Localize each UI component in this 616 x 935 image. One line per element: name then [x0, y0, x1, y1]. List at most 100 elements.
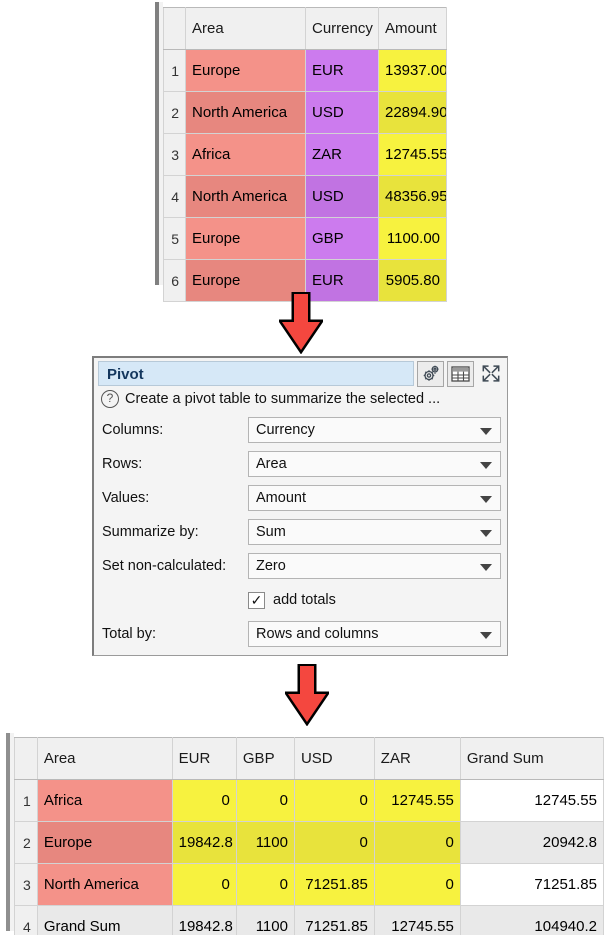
dialog-fields: Columns: Currency Rows: Area Values: Amo… [94, 412, 507, 651]
cell-area[interactable]: North America [185, 175, 306, 218]
column-header-zar[interactable]: ZAR [373, 737, 461, 780]
down-arrow-icon [279, 292, 323, 354]
column-header-gbp[interactable]: GBP [235, 737, 295, 780]
cell-gbp[interactable]: 1100 [235, 905, 295, 935]
row-number[interactable]: 5 [163, 217, 186, 260]
cell-eur[interactable]: 0 [171, 863, 237, 906]
select-all-corner[interactable] [14, 737, 38, 780]
total-by-select[interactable]: Rows and columns [248, 621, 501, 647]
down-arrow-icon [285, 664, 329, 726]
cell-zar[interactable]: 0 [373, 863, 461, 906]
cell-area[interactable]: Africa [36, 779, 173, 822]
cell-area[interactable]: Europe [185, 259, 306, 302]
cell-amount[interactable]: 1100.00 [378, 217, 447, 260]
source-table-left-scroll-edge[interactable] [155, 2, 159, 285]
table-row[interactable]: 2 North America USD 22894.90 [163, 91, 447, 134]
column-header-eur[interactable]: EUR [171, 737, 237, 780]
cell-usd[interactable]: 71251.85 [293, 905, 375, 935]
cell-amount[interactable]: 5905.80 [378, 259, 447, 302]
table-row[interactable]: 2 Europe 19842.8 1100 0 0 20942.8 [14, 821, 605, 864]
field-row-total-by: Total by: Rows and columns [100, 617, 501, 651]
table-row[interactable]: 3 Africa ZAR 12745.55 [163, 133, 447, 176]
columns-select[interactable]: Currency [248, 417, 501, 443]
row-number[interactable]: 1 [163, 49, 186, 92]
cell-usd[interactable]: 0 [293, 779, 375, 822]
label-total-by: Total by: [102, 626, 156, 642]
cell-amount[interactable]: 48356.95 [378, 175, 447, 218]
row-number[interactable]: 6 [163, 259, 186, 302]
cell-area[interactable]: Europe [185, 49, 306, 92]
add-totals-label[interactable]: add totals [273, 592, 336, 608]
values-select[interactable]: Amount [248, 485, 501, 511]
table-row[interactable]: 4 North America USD 48356.95 [163, 175, 447, 218]
cell-zar[interactable]: 12745.55 [373, 905, 461, 935]
dialog-title[interactable]: Pivot [98, 361, 414, 386]
expand-arrows-icon[interactable] [477, 361, 504, 387]
field-row-columns: Columns: Currency [100, 413, 501, 447]
cell-area[interactable]: Grand Sum [36, 905, 173, 935]
table-grid-icon[interactable] [447, 360, 474, 387]
table-row[interactable]: 6 Europe EUR 5905.80 [163, 259, 447, 302]
dialog-help-row: ? Create a pivot table to summarize the … [94, 388, 507, 412]
rows-select[interactable]: Area [248, 451, 501, 477]
chevron-down-icon [480, 564, 492, 571]
row-number[interactable]: 1 [14, 779, 38, 822]
pivot-dialog[interactable]: Pivot [92, 356, 508, 656]
set-non-calculated-select[interactable]: Zero [248, 553, 501, 579]
cell-zar[interactable]: 0 [373, 821, 461, 864]
row-number[interactable]: 4 [14, 905, 38, 935]
cell-eur[interactable]: 19842.8 [171, 905, 237, 935]
table-row[interactable]: 1 Europe EUR 13937.00 [163, 49, 447, 92]
cell-area[interactable]: North America [185, 91, 306, 134]
cell-currency[interactable]: ZAR [305, 133, 379, 176]
column-header-currency[interactable]: Currency [305, 7, 379, 50]
cell-eur[interactable]: 19842.8 [171, 821, 237, 864]
cell-amount[interactable]: 12745.55 [378, 133, 447, 176]
cell-gbp[interactable]: 0 [235, 863, 295, 906]
row-number[interactable]: 3 [163, 133, 186, 176]
column-header-amount[interactable]: Amount [378, 7, 447, 50]
cell-area[interactable]: Africa [185, 133, 306, 176]
cell-currency[interactable]: GBP [305, 217, 379, 260]
cell-grand-sum[interactable]: 71251.85 [459, 863, 605, 906]
select-all-corner[interactable] [163, 7, 186, 50]
cell-zar[interactable]: 12745.55 [373, 779, 461, 822]
column-header-grand-sum[interactable]: Grand Sum [459, 737, 605, 780]
table-row[interactable]: 3 North America 0 0 71251.85 0 71251.85 [14, 863, 605, 906]
cell-grand-sum[interactable]: 12745.55 [459, 779, 605, 822]
gears-icon[interactable] [417, 360, 444, 387]
column-header-usd[interactable]: USD [293, 737, 375, 780]
cell-gbp[interactable]: 1100 [235, 821, 295, 864]
chevron-down-icon [480, 428, 492, 435]
cell-area[interactable]: Europe [36, 821, 173, 864]
column-header-area[interactable]: Area [185, 7, 306, 50]
cell-area[interactable]: Europe [185, 217, 306, 260]
cell-usd[interactable]: 71251.85 [293, 863, 375, 906]
row-number[interactable]: 4 [163, 175, 186, 218]
cell-currency[interactable]: EUR [305, 49, 379, 92]
cell-currency[interactable]: USD [305, 91, 379, 134]
column-header-area[interactable]: Area [36, 737, 173, 780]
cell-amount[interactable]: 13937.00 [378, 49, 447, 92]
cell-area[interactable]: North America [36, 863, 173, 906]
table-row[interactable]: 5 Europe GBP 1100.00 [163, 217, 447, 260]
cell-usd[interactable]: 0 [293, 821, 375, 864]
cell-grand-sum[interactable]: 104940.2 [459, 905, 605, 935]
row-number[interactable]: 2 [163, 91, 186, 134]
cell-currency[interactable]: EUR [305, 259, 379, 302]
row-number[interactable]: 2 [14, 821, 38, 864]
row-number[interactable]: 3 [14, 863, 38, 906]
pivot-table-left-scroll-edge[interactable] [6, 733, 10, 931]
cell-currency[interactable]: USD [305, 175, 379, 218]
question-mark-icon[interactable]: ? [101, 390, 119, 408]
cell-grand-sum[interactable]: 20942.8 [459, 821, 605, 864]
add-totals-checkbox[interactable]: ✓ [248, 591, 265, 609]
pivot-result-table[interactable]: Area EUR GBP USD ZAR Grand Sum 1 Africa … [14, 737, 605, 935]
table-row[interactable]: 4 Grand Sum 19842.8 1100 71251.85 12745.… [14, 905, 605, 935]
source-data-table[interactable]: Area Currency Amount 1 Europe EUR 13937.… [163, 7, 447, 302]
cell-eur[interactable]: 0 [171, 779, 237, 822]
cell-amount[interactable]: 22894.90 [378, 91, 447, 134]
table-row[interactable]: 1 Africa 0 0 0 12745.55 12745.55 [14, 779, 605, 822]
cell-gbp[interactable]: 0 [235, 779, 295, 822]
summarize-by-select[interactable]: Sum [248, 519, 501, 545]
